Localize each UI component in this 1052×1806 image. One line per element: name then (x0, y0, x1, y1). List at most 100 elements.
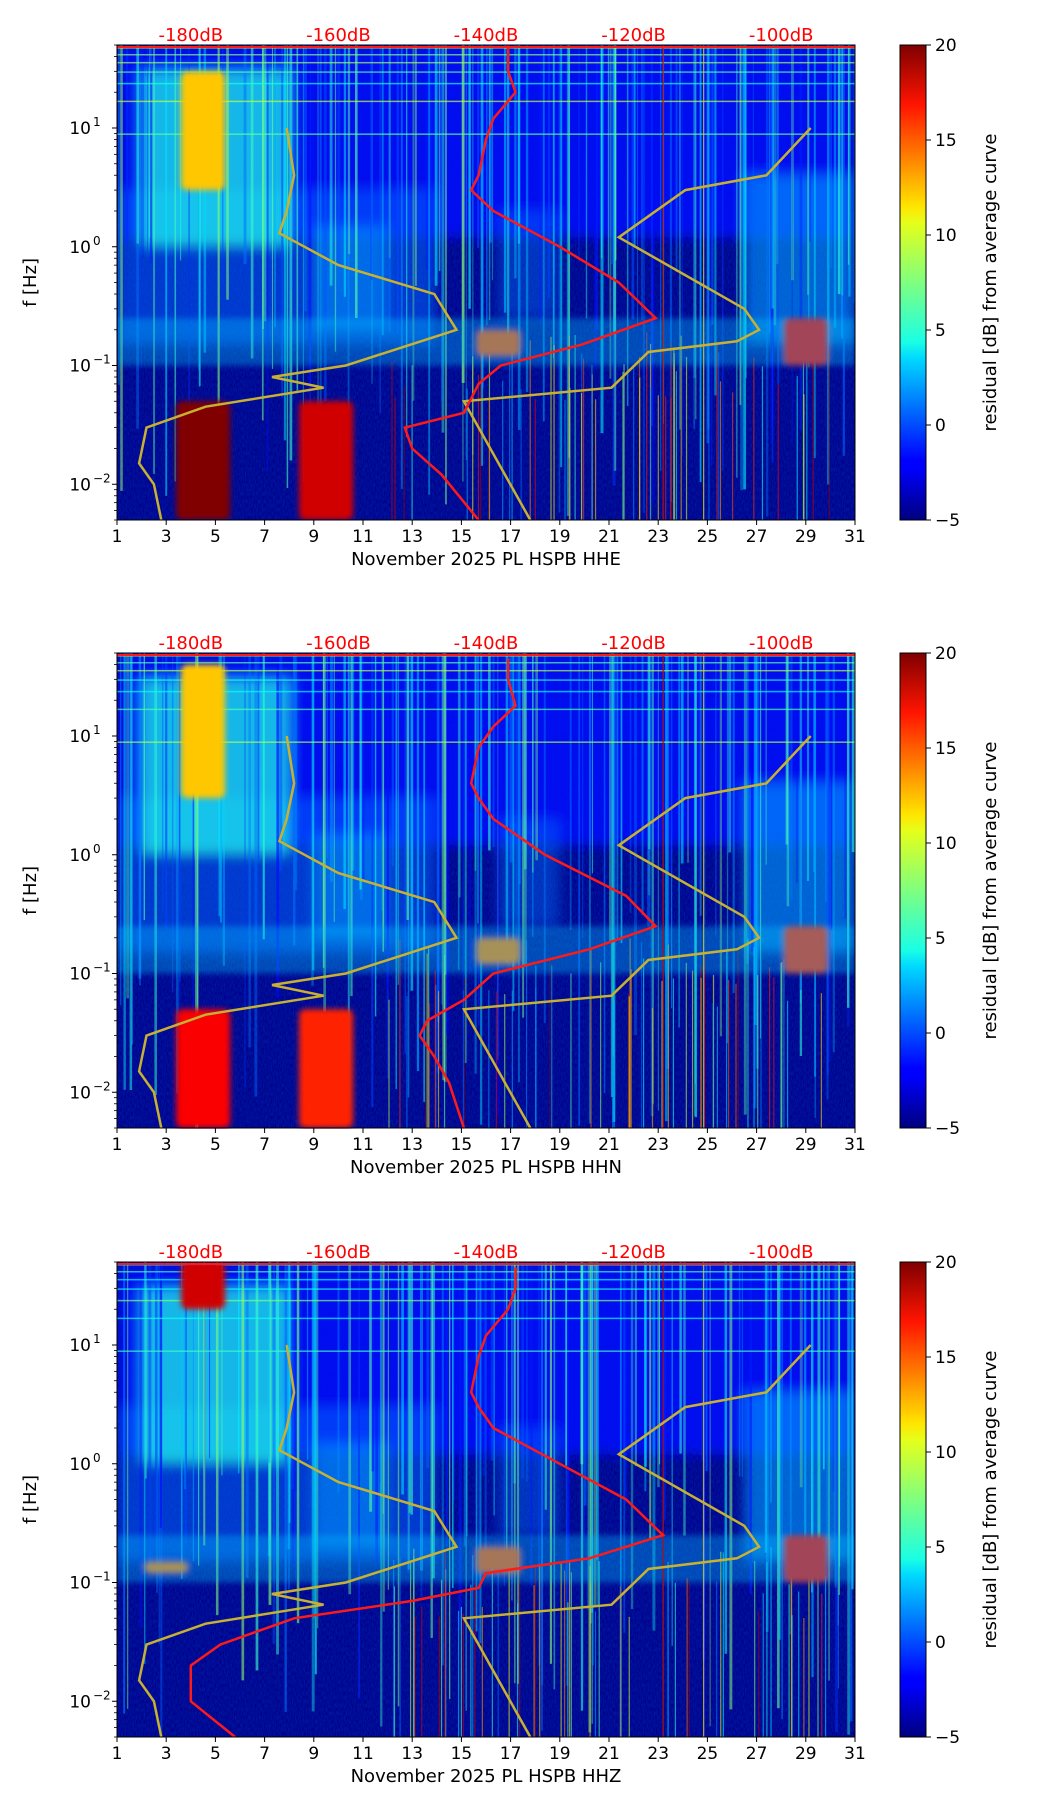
streak (131, 653, 134, 1045)
streak (799, 1262, 803, 1488)
low-freq-spike (488, 400, 490, 520)
streak (693, 45, 696, 378)
streak (641, 653, 644, 915)
streak (764, 1262, 768, 1553)
low-freq-spike (462, 1613, 464, 1737)
streak (754, 653, 758, 1025)
streak (445, 1262, 449, 1548)
streak (609, 45, 612, 379)
streak (475, 1262, 478, 1632)
low-freq-spike (628, 996, 630, 1128)
low-freq-spike (488, 354, 491, 520)
low-freq-spike (428, 948, 430, 1128)
y-tick-exponent: −1 (93, 1570, 111, 1584)
streak (438, 45, 441, 272)
streak (147, 45, 149, 252)
low-freq-spike (667, 1561, 669, 1737)
streak (580, 1262, 584, 1465)
streak (634, 653, 637, 1036)
streak (657, 1262, 660, 1488)
streak (257, 653, 260, 859)
streak (693, 45, 696, 429)
energy-blob (176, 401, 231, 520)
low-freq-spike (762, 1593, 764, 1737)
streak (313, 1262, 315, 1619)
db-scale-label: -100dB (749, 1242, 814, 1263)
streak (612, 653, 616, 1123)
streak (311, 1262, 315, 1712)
streak (517, 1262, 520, 1684)
streak (849, 1262, 853, 1722)
streak (361, 653, 365, 881)
low-freq-spike (735, 983, 737, 1128)
streak (441, 45, 443, 403)
low-freq-spike (786, 1000, 789, 1128)
low-freq-spike (773, 977, 775, 1128)
streak (436, 653, 440, 1074)
streak (150, 45, 153, 264)
streak (694, 45, 697, 420)
low-freq-spike (766, 1562, 768, 1737)
low-freq-spike (580, 392, 583, 520)
colorbar-gradient (899, 44, 927, 521)
low-freq-spike (657, 395, 659, 520)
streak (371, 1262, 375, 1472)
y-tick-label: 10 (69, 1574, 91, 1594)
streak (165, 45, 168, 496)
streak (171, 653, 174, 993)
streak (441, 1262, 444, 1666)
streak (410, 653, 414, 991)
streak (827, 653, 830, 920)
streak (329, 45, 333, 286)
streak (833, 45, 837, 328)
streak (503, 1262, 505, 1586)
y-tick-exponent: 1 (93, 1332, 101, 1346)
streak (541, 1262, 543, 1731)
streak (482, 1262, 485, 1476)
streak (203, 1262, 206, 1546)
x-tick-label: 29 (795, 1744, 817, 1764)
streak (375, 1262, 379, 1563)
low-freq-spike (480, 332, 482, 520)
low-freq-spike (718, 352, 720, 520)
streak (261, 45, 264, 421)
streak (245, 1262, 249, 1578)
y-tick-label: 10 (69, 965, 91, 985)
streak (535, 653, 538, 861)
y-tick-exponent: 0 (93, 842, 101, 856)
y-axis-label: f [Hz] (20, 258, 41, 307)
x-tick-label: 3 (161, 1135, 172, 1155)
streak (825, 653, 828, 902)
streak (680, 653, 684, 864)
streak (381, 653, 383, 911)
streak (620, 653, 623, 944)
streak (445, 45, 447, 505)
low-freq-spike (388, 999, 390, 1128)
streak (847, 45, 850, 265)
x-tick-label: 13 (401, 527, 423, 547)
streak (827, 45, 830, 485)
streak (462, 653, 464, 1028)
streak (396, 45, 399, 334)
low-freq-spike (630, 969, 632, 1128)
streak (590, 1262, 592, 1624)
streak (358, 1262, 361, 1699)
x-tick-label: 5 (210, 1135, 221, 1155)
low-freq-spike (460, 1607, 462, 1737)
streak (746, 653, 749, 964)
db-scale-label: -120dB (601, 25, 666, 46)
streak (777, 1262, 780, 1709)
streak (165, 653, 168, 930)
streak (647, 653, 651, 927)
low-freq-spike (727, 980, 730, 1128)
db-scale-label: -180dB (158, 1242, 223, 1263)
streak (649, 1262, 652, 1539)
streak (626, 45, 629, 407)
streak (642, 45, 645, 513)
x-tick-label: 15 (451, 1135, 473, 1155)
low-freq-spike (488, 990, 490, 1128)
streak (458, 1262, 462, 1631)
streak (322, 653, 325, 968)
low-freq-spike (685, 356, 688, 520)
